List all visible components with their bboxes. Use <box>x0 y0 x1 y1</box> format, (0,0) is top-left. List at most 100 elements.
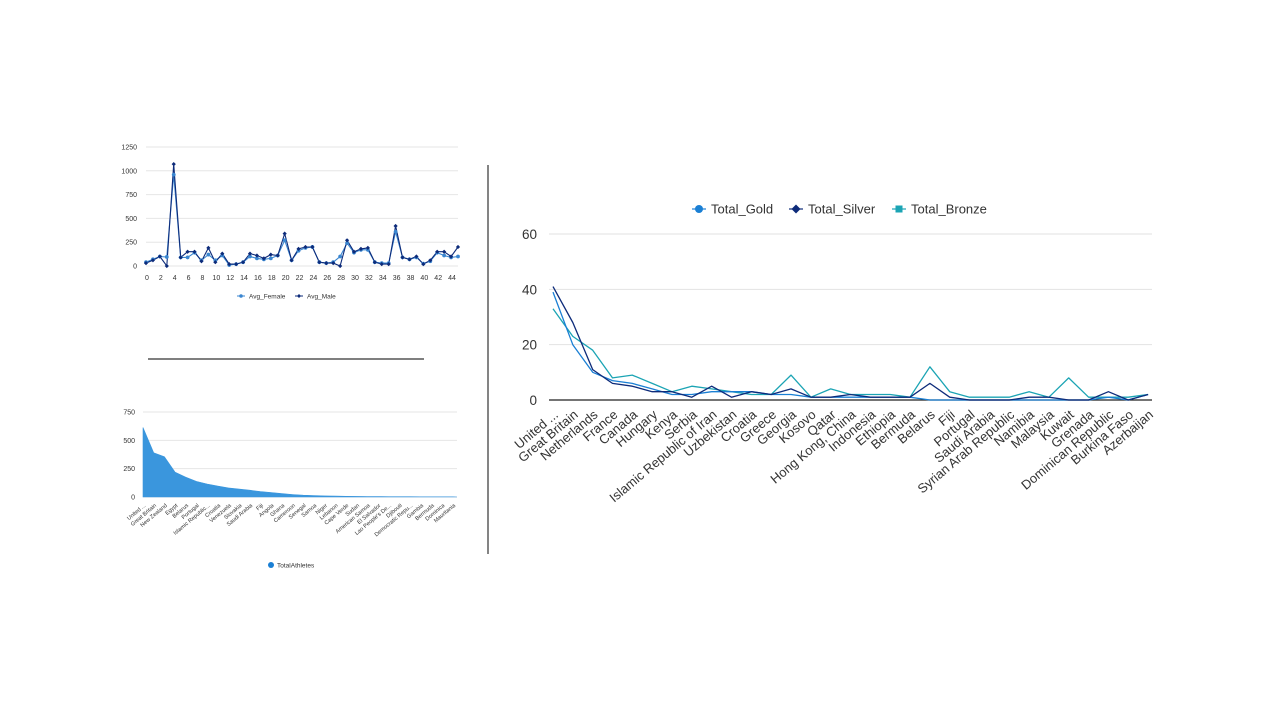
c1-point-male-30 <box>351 249 357 254</box>
c1-xtick-21: 42 <box>434 275 442 282</box>
c1-point-male-24 <box>310 244 315 250</box>
c1-point-male-22 <box>296 246 301 251</box>
c1-point-female-28 <box>338 254 343 259</box>
c3-series-line-1 <box>552 286 1149 401</box>
c1-xtick-4: 8 <box>201 275 205 282</box>
c1-ytick-5: 1250 <box>121 145 137 152</box>
c1-point-female-16 <box>255 256 259 261</box>
c1-point-male-33 <box>372 260 377 265</box>
c1-point-male-2 <box>157 254 162 259</box>
c1-point-female-20 <box>282 238 287 243</box>
c1-point-male-39 <box>414 254 419 259</box>
c1-xtick-2: 4 <box>173 275 177 282</box>
c1-point-male-37 <box>400 255 405 260</box>
c1-xtick-10: 20 <box>282 275 290 282</box>
c1-point-male-14 <box>240 260 246 265</box>
c1-point-male-5 <box>178 255 183 260</box>
c1-xtick-15: 30 <box>351 275 359 282</box>
c1-xtick-12: 24 <box>310 275 318 282</box>
c1-xtick-20: 40 <box>420 275 428 282</box>
c3-series-line-2 <box>552 308 1149 398</box>
c1-point-male-41 <box>428 258 433 263</box>
c3-legend-marker-2 <box>895 205 903 213</box>
c2-ytick-2: 500 <box>123 438 135 445</box>
c1-xtick-7: 14 <box>240 275 248 282</box>
c1-point-male-31 <box>358 246 364 251</box>
c1-xtick-19: 38 <box>407 275 415 282</box>
c1-xtick-8: 16 <box>254 275 262 282</box>
c1-xtick-18: 36 <box>393 275 401 282</box>
c1-xtick-22: 44 <box>448 275 456 282</box>
c1-point-female-43 <box>442 253 447 258</box>
c1-point-male-44 <box>448 254 454 259</box>
c1-point-female-18 <box>268 256 273 261</box>
c1-legend-label-1: Avg_Male <box>307 293 336 300</box>
c1-point-male-20 <box>282 231 287 236</box>
c1-point-male-19 <box>275 253 280 258</box>
c1-point-male-0 <box>143 261 149 266</box>
c1-xtick-14: 28 <box>337 275 345 282</box>
c3-legend-label-1: Total_Silver <box>808 202 876 217</box>
c1-point-male-25 <box>317 260 322 265</box>
c1-point-female-6 <box>185 255 190 260</box>
c1-xtick-11: 22 <box>296 275 304 282</box>
c1-point-male-6 <box>185 249 190 254</box>
c1-ytick-4: 1000 <box>121 168 137 175</box>
c1-point-male-7 <box>192 249 197 254</box>
c1-xtick-1: 2 <box>159 275 163 282</box>
c1-point-male-13 <box>234 261 239 267</box>
c1-xtick-17: 34 <box>379 275 387 282</box>
c1-legend-marker-0 <box>239 294 243 298</box>
c1-point-male-28 <box>338 263 343 269</box>
c1-point-male-42 <box>435 249 440 254</box>
c1-legend-marker-1 <box>297 294 301 298</box>
c1-legend-label-0: Avg_Female <box>249 293 286 300</box>
c1-point-male-11 <box>220 251 225 256</box>
c1-point-male-43 <box>442 249 447 254</box>
c3-series-line-0 <box>552 291 1149 401</box>
c1-point-male-26 <box>324 261 329 266</box>
c2-area-series <box>142 427 458 498</box>
c2-ytick-1: 250 <box>123 466 135 473</box>
c1-point-male-10 <box>213 260 218 265</box>
c1-point-male-12 <box>227 261 232 267</box>
c1-point-male-40 <box>421 261 426 267</box>
c1-point-male-45 <box>455 244 461 250</box>
c1-point-male-8 <box>199 259 204 264</box>
c1-point-female-4 <box>171 172 176 177</box>
c3-ytick-3: 60 <box>522 227 537 242</box>
c1-ytick-2: 500 <box>125 216 137 223</box>
c1-point-male-32 <box>365 245 370 251</box>
c2-ytick-0: 0 <box>131 495 135 502</box>
c1-point-female-45 <box>456 254 460 259</box>
c1-point-male-35 <box>386 261 391 267</box>
c1-point-male-1 <box>150 258 156 263</box>
c1-point-male-18 <box>268 252 273 257</box>
c1-point-male-29 <box>344 238 350 243</box>
c1-ytick-1: 250 <box>125 240 137 247</box>
c1-point-female-3 <box>164 255 169 259</box>
c1-xtick-6: 12 <box>226 275 234 282</box>
c1-xtick-5: 10 <box>212 275 220 282</box>
c2-legend-label: TotalAthletes <box>277 563 315 570</box>
c1-point-male-38 <box>407 257 412 262</box>
c1-point-male-36 <box>393 223 398 229</box>
c3-ytick-0: 0 <box>529 393 537 408</box>
c3-ytick-1: 20 <box>522 338 537 353</box>
c1-point-female-29 <box>345 241 349 246</box>
c1-series-line-1 <box>145 164 459 268</box>
c2-xtick-11: Fiji <box>255 503 264 512</box>
c2-legend-marker <box>268 562 274 568</box>
c3-legend-label-2: Total_Bronze <box>911 202 987 217</box>
c1-point-male-9 <box>206 245 211 251</box>
c1-point-male-4 <box>171 162 176 167</box>
c1-point-male-3 <box>164 263 169 269</box>
c1-xtick-3: 6 <box>187 275 191 282</box>
c1-point-female-15 <box>248 254 252 259</box>
c1-xtick-16: 32 <box>365 275 373 282</box>
c1-point-male-17 <box>261 256 266 261</box>
c3-legend-marker-0 <box>695 205 703 213</box>
